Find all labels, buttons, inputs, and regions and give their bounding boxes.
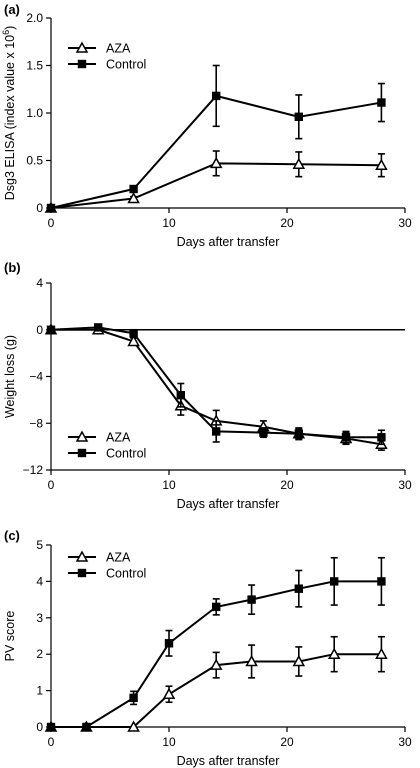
data-point-control — [259, 428, 268, 437]
y-tick-label: −8 — [29, 416, 43, 430]
x-axis-title: Days after transfer — [177, 754, 280, 768]
y-axis-title-end: ) — [3, 26, 17, 30]
y-tick-label: 0 — [36, 323, 43, 337]
legend: AZA Control — [68, 430, 146, 461]
legend-marker-aza — [75, 41, 89, 53]
y-axis-title: PV score — [3, 611, 17, 662]
x-tick-label: 10 — [162, 478, 176, 492]
data-point-control — [377, 433, 386, 442]
y-tick-label: 0 — [36, 201, 43, 215]
y-axis-title-superscript: 6 — [1, 30, 11, 35]
y-tick-label: 2 — [36, 647, 43, 661]
chart-panel-1: (a) 0 10 20 30 0 0.5 1.0 1.5 2.0 Days after transf… — [1, 2, 412, 249]
data-point-control — [94, 323, 103, 332]
data-point-control — [46, 325, 56, 334]
data-point-control — [212, 602, 221, 612]
data-point-control — [164, 639, 174, 648]
y-tick-label: 0 — [36, 720, 43, 734]
x-axis-title: Days after transfer — [177, 497, 280, 511]
legend-label: Control — [106, 58, 146, 72]
data-point-aza — [127, 334, 140, 347]
data-point-control — [176, 391, 185, 400]
series-control — [46, 323, 386, 446]
y-tick-label: 4 — [36, 276, 43, 290]
y-tick-label: 1.0 — [26, 106, 43, 120]
y-tick-label: 0.5 — [26, 154, 43, 168]
series-aza — [44, 635, 388, 732]
data-point-aza — [375, 647, 388, 659]
x-tick-label: 0 — [48, 478, 55, 492]
x-axis-title: Days after transfer — [177, 235, 280, 249]
data-point-control — [294, 112, 303, 121]
legend-label: AZA — [106, 551, 131, 565]
panel-label: (a) — [4, 2, 20, 17]
x-tick-label: 0 — [48, 735, 55, 749]
data-point-control — [294, 429, 303, 438]
legend-label: Control — [106, 567, 146, 581]
data-point-aza — [209, 156, 223, 169]
data-point-control — [129, 329, 138, 338]
data-point-control — [212, 91, 221, 101]
data-point-control — [82, 722, 91, 732]
data-point-aza — [209, 658, 223, 670]
data-point-aza — [127, 191, 140, 204]
data-point-control — [212, 427, 221, 436]
data-point-aza — [292, 654, 306, 667]
legend-label: AZA — [106, 42, 131, 56]
data-point-aza — [127, 720, 140, 732]
y-tick-label: 5 — [36, 538, 43, 552]
x-tick-label: 20 — [280, 735, 294, 749]
x-tick-label: 20 — [280, 478, 294, 492]
y-tick-label: 2.0 — [26, 11, 43, 25]
x-tick-label: 30 — [398, 478, 412, 492]
x-tick-label: 30 — [398, 216, 412, 230]
data-point-control — [46, 722, 56, 732]
y-tick-label: −4 — [29, 370, 43, 384]
data-point-control — [294, 584, 303, 593]
data-point-control — [330, 577, 339, 586]
data-point-aza — [245, 654, 258, 667]
data-point-aza — [292, 157, 306, 170]
y-tick-label: 1.5 — [26, 59, 43, 73]
y-axis-title: Dsg3 ELISA (index value x 106) — [1, 26, 17, 201]
legend-label: AZA — [106, 431, 131, 445]
y-axis-title: Weight loss (g) — [3, 335, 17, 418]
x-tick-label: 20 — [280, 216, 294, 230]
data-point-aza — [162, 687, 176, 699]
x-tick-label: 10 — [162, 216, 176, 230]
series-aza — [44, 150, 388, 213]
series-control — [46, 64, 386, 213]
data-point-control — [377, 577, 386, 586]
panel-label: (c) — [4, 528, 20, 543]
x-tick-label: 0 — [48, 216, 55, 230]
data-point-control — [129, 184, 138, 194]
legend-marker-control — [77, 59, 87, 69]
y-tick-label: 1 — [36, 684, 43, 698]
x-tick-label: 10 — [162, 735, 176, 749]
data-point-control — [341, 433, 351, 442]
legend: AZA Control — [68, 550, 146, 581]
series-control — [46, 556, 386, 732]
legend-marker-aza — [75, 550, 89, 562]
legend-label: Control — [106, 447, 146, 461]
data-point-control — [46, 203, 56, 213]
x-tick-label: 30 — [398, 735, 412, 749]
legend-marker-control — [77, 448, 87, 458]
data-point-control — [247, 595, 256, 604]
y-tick-label: −12 — [23, 463, 44, 477]
legend-marker-aza — [75, 430, 89, 442]
legend: AZA Control — [68, 41, 146, 72]
data-point-control — [129, 693, 138, 703]
data-point-aza — [327, 647, 341, 659]
y-tick-label: 4 — [36, 574, 43, 588]
y-tick-label: 3 — [36, 611, 43, 625]
data-point-aza — [375, 158, 388, 170]
data-point-control — [377, 98, 386, 107]
legend-marker-control — [77, 568, 87, 578]
chart-panel-3: (c) 0 10 20 30 0 1 2 3 4 5 Days after transfer PV sc… — [3, 528, 412, 768]
panel-label: (b) — [4, 260, 21, 275]
